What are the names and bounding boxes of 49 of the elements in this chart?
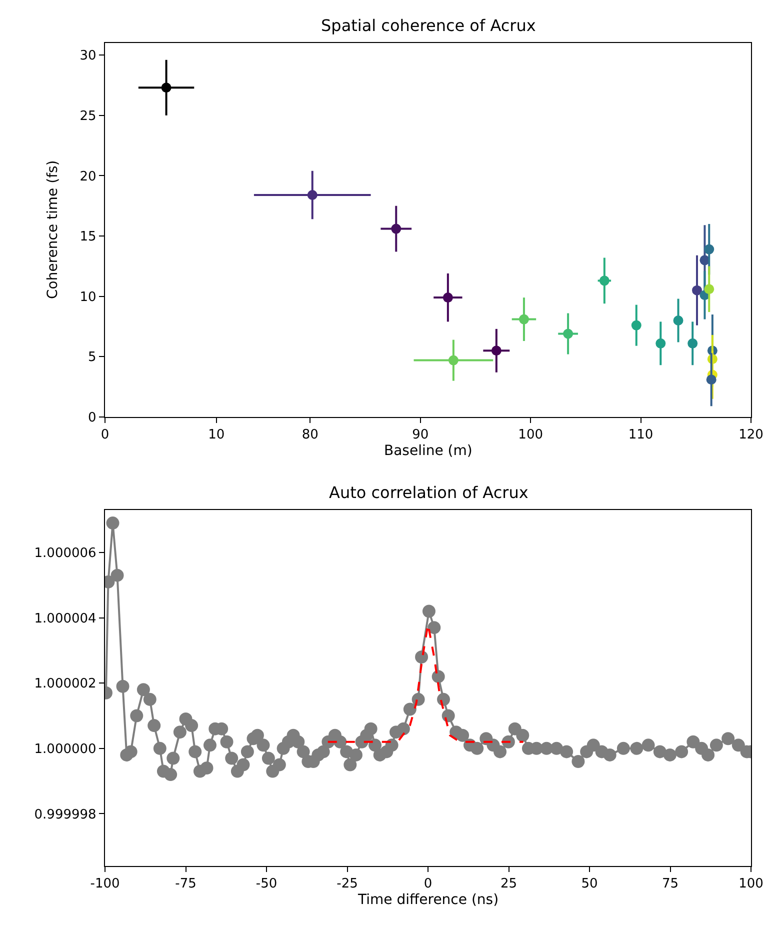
point xyxy=(307,190,318,200)
point xyxy=(442,292,453,303)
point xyxy=(656,338,666,348)
point xyxy=(631,320,642,330)
chart-title: Spatial coherence of Acrux xyxy=(321,16,536,35)
point xyxy=(518,314,529,324)
x-tick-label: 110 xyxy=(628,428,654,443)
x-axis-title: Time difference (ns) xyxy=(357,892,499,908)
point xyxy=(704,244,714,254)
y-tick-label: 20 xyxy=(80,169,96,184)
y-tick-label: 10 xyxy=(80,290,96,305)
x-tick-label: -75 xyxy=(175,876,196,892)
y-tick-label: 0 xyxy=(88,410,96,426)
x-tick-label: 100 xyxy=(518,428,543,443)
x-tick-label: 0 xyxy=(100,428,110,443)
y-tick-label: 1.000002 xyxy=(34,676,96,692)
x-tick-label: -100 xyxy=(90,876,120,892)
x-tick-label: 100 xyxy=(738,876,764,892)
point xyxy=(692,285,702,296)
y-tick-label: 30 xyxy=(80,48,96,64)
x-tick-label: -25 xyxy=(336,876,358,892)
y-tick-label: 0.999998 xyxy=(34,807,96,822)
point xyxy=(599,276,610,286)
point xyxy=(673,315,684,326)
point xyxy=(706,374,716,385)
y-tick-label: 1.000000 xyxy=(34,742,96,757)
point xyxy=(563,328,574,339)
x-tick-label: 120 xyxy=(738,428,764,443)
point xyxy=(391,224,402,234)
x-tick-label: 10 xyxy=(208,428,225,443)
point xyxy=(448,355,458,366)
x-tick-label: 25 xyxy=(500,876,518,892)
x-tick-label: 75 xyxy=(662,876,679,892)
x-axis-title: Baseline (m) xyxy=(384,443,472,459)
y-tick-label: 1.000006 xyxy=(34,546,96,562)
x-tick-label: -50 xyxy=(256,876,278,892)
y-tick-label: 15 xyxy=(80,230,96,245)
x-tick-label: 0 xyxy=(424,876,432,892)
y-tick-label: 25 xyxy=(80,108,96,124)
x-tick-label: 90 xyxy=(412,428,429,443)
y-tick-label: 1.000004 xyxy=(34,611,96,626)
point xyxy=(491,346,502,356)
point xyxy=(704,284,714,294)
y-axis-title: Coherence time (fs) xyxy=(45,160,61,299)
x-tick-label: 80 xyxy=(302,428,318,443)
x-tick-label: 50 xyxy=(581,876,598,892)
chart-title: Auto correlation of Acrux xyxy=(329,483,528,502)
y-tick-label: 5 xyxy=(88,350,96,366)
point xyxy=(688,338,698,348)
